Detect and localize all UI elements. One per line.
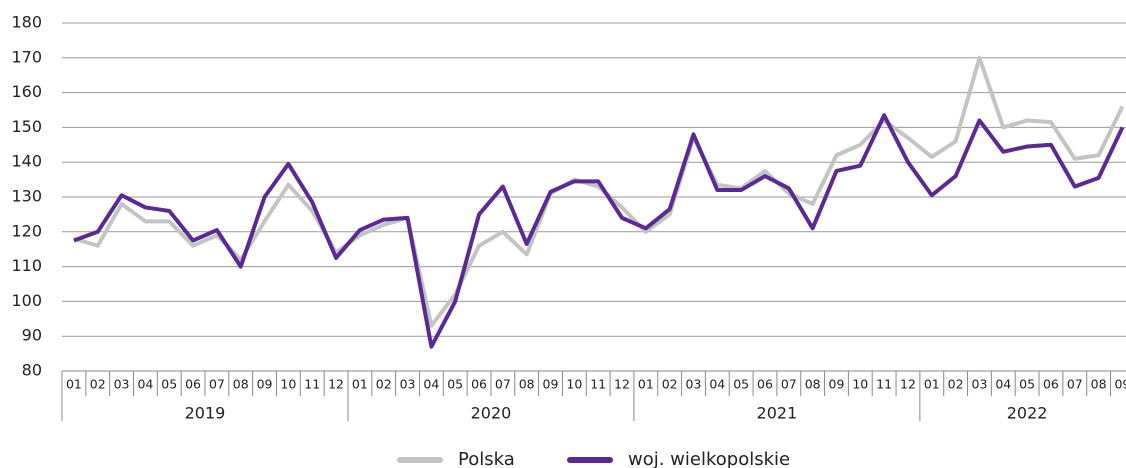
y-tick-label: 180 xyxy=(11,13,42,32)
y-tick-label: 120 xyxy=(11,221,42,240)
x-tick-label: 07 xyxy=(495,377,511,392)
x-tick-label: 05 xyxy=(447,377,463,392)
year-label: 2020 xyxy=(471,404,512,423)
x-tick-label: 06 xyxy=(471,377,487,392)
year-label: 2019 xyxy=(185,404,226,423)
data-line xyxy=(73,113,1125,349)
x-tick-label: 05 xyxy=(161,377,177,392)
x-tick-label: 07 xyxy=(781,377,797,392)
x-tick-label: 10 xyxy=(280,377,296,392)
x-tick-label: 12 xyxy=(328,377,344,392)
x-tick-label: 07 xyxy=(1067,377,1083,392)
x-tick-label: 12 xyxy=(900,377,916,392)
x-tick-label: 03 xyxy=(972,377,988,392)
x-tick-label: 03 xyxy=(400,377,416,392)
legend-label: Polska xyxy=(458,449,515,468)
x-tick-label: 06 xyxy=(185,377,201,392)
x-tick-label: 03 xyxy=(114,377,130,392)
data-line xyxy=(73,55,1125,328)
x-tick-label: 04 xyxy=(423,377,439,392)
x-tick-label: 05 xyxy=(733,377,749,392)
x-tick-label: 09 xyxy=(829,377,845,392)
x-tick-label: 11 xyxy=(876,377,892,392)
x-tick-label: 01 xyxy=(66,377,82,392)
x-tick-label: 05 xyxy=(1019,377,1035,392)
x-tick-label: 03 xyxy=(686,377,702,392)
x-tick-label: 11 xyxy=(304,377,320,392)
year-label: 2021 xyxy=(757,404,798,423)
x-tick-label: 09 xyxy=(257,377,273,392)
x-tick-label: 02 xyxy=(948,377,964,392)
x-tick-label: 09 xyxy=(543,377,559,392)
y-tick-label: 140 xyxy=(11,152,42,171)
x-tick-label: 08 xyxy=(805,377,821,392)
y-tick-label: 100 xyxy=(11,291,42,310)
x-tick-label: 04 xyxy=(137,377,153,392)
x-tick-label: 08 xyxy=(1091,377,1107,392)
year-label: 2022 xyxy=(1007,404,1048,423)
x-tick-label: 04 xyxy=(995,377,1011,392)
x-tick-label: 02 xyxy=(376,377,392,392)
legend-label: woj. wielkopolskie xyxy=(628,449,790,468)
x-tick-label: 09 xyxy=(1114,377,1126,392)
x-tick-label: 10 xyxy=(566,377,582,392)
x-tick-label: 11 xyxy=(590,377,606,392)
x-tick-label: 12 xyxy=(614,377,630,392)
y-tick-label: 110 xyxy=(11,256,42,275)
x-tick-label: 06 xyxy=(757,377,773,392)
x-tick-label: 10 xyxy=(852,377,868,392)
x-tick-label: 02 xyxy=(90,377,106,392)
x-tick-label: 01 xyxy=(352,377,368,392)
y-tick-label: 80 xyxy=(22,361,42,380)
x-tick-label: 02 xyxy=(662,377,678,392)
x-tick-label: 08 xyxy=(233,377,249,392)
y-tick-label: 90 xyxy=(22,326,42,345)
y-tick-label: 130 xyxy=(11,187,42,206)
x-tick-label: 04 xyxy=(709,377,725,392)
x-tick-label: 01 xyxy=(924,377,940,392)
x-tick-label: 07 xyxy=(209,377,225,392)
y-tick-label: 160 xyxy=(11,82,42,101)
x-tick-label: 06 xyxy=(1043,377,1059,392)
y-tick-label: 150 xyxy=(11,117,42,136)
x-tick-label: 01 xyxy=(638,377,654,392)
y-tick-label: 170 xyxy=(11,47,42,66)
x-tick-label: 08 xyxy=(519,377,535,392)
